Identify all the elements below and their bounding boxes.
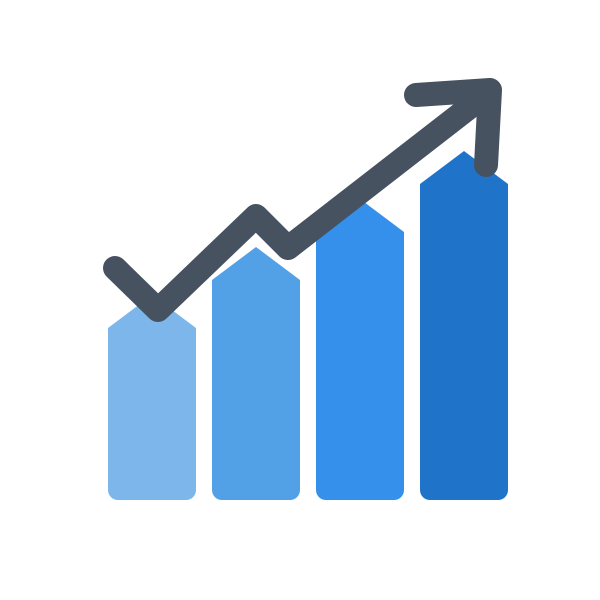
bar-1 bbox=[108, 295, 196, 500]
bar-4 bbox=[420, 151, 508, 500]
growth-chart-icon bbox=[0, 0, 600, 600]
bar-3 bbox=[316, 199, 404, 500]
bar-2 bbox=[212, 247, 300, 500]
